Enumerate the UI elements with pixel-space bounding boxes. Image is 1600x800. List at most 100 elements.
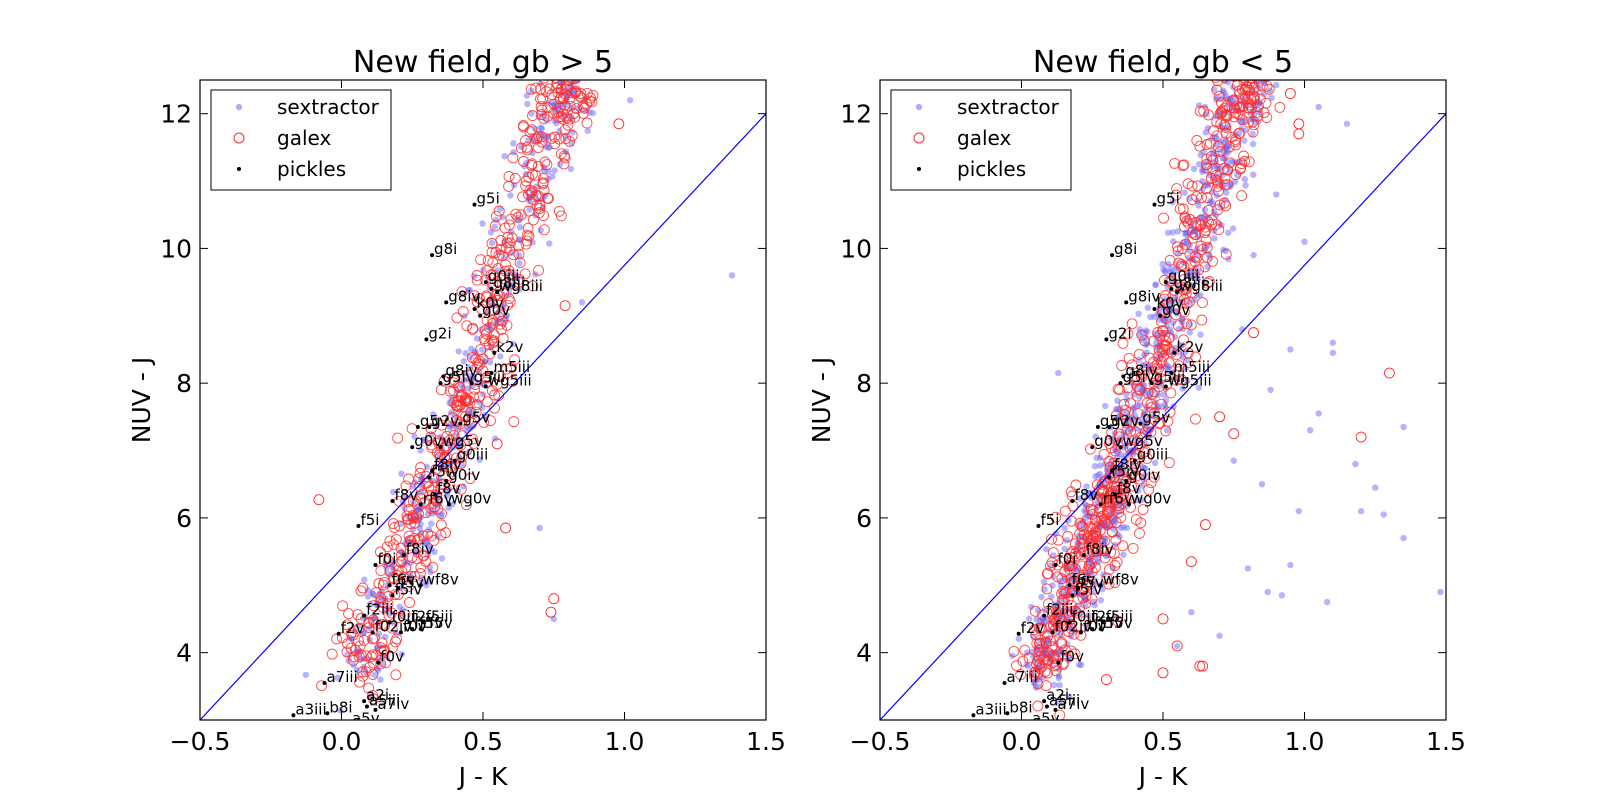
left-pickles-label: wg5v [443, 432, 483, 450]
right-galex-point [1032, 700, 1044, 712]
right-pickles-point [1002, 680, 1007, 685]
right-galex-point [1047, 547, 1059, 559]
right-galex-point [1185, 556, 1197, 568]
right-sextractor-point [1186, 242, 1193, 249]
right-galex-point [1125, 480, 1137, 492]
right-sextractor-point [1160, 391, 1167, 398]
right-pickles-label: a5v [1032, 710, 1060, 728]
right-galex-point [1201, 139, 1213, 150]
left-sextractor-point [458, 461, 466, 469]
left-galex-point [461, 320, 473, 332]
right-sextractor-point [1091, 463, 1099, 470]
right-galex-point [1136, 368, 1148, 380]
right-galex-point [1123, 352, 1135, 364]
left-pickles-label: k2v [496, 338, 523, 356]
right-diagonal-line [880, 113, 1446, 720]
right-sextractor-point [1268, 94, 1275, 102]
left-galex-point [487, 304, 499, 316]
left-sextractor-point [430, 411, 437, 418]
left-galex-point [336, 632, 348, 644]
right-sextractor-point [1056, 681, 1063, 689]
right-sextractor-point [1163, 322, 1171, 330]
right-galex-point [1187, 232, 1199, 244]
right-sextractor-point [1272, 81, 1280, 89]
right-pickles-label: rf6v [1103, 489, 1133, 507]
right-sextractor-point [1179, 325, 1187, 332]
right-pickles-label: f6v [1072, 570, 1096, 588]
right-galex-point [1134, 527, 1145, 539]
left-galex-point [558, 158, 570, 170]
left-pickles-label: a3iii [295, 700, 326, 718]
left-pickles-label: g8i [434, 240, 457, 258]
left-galex-point [531, 199, 543, 211]
left-pickles-label: f2v [341, 619, 365, 637]
right-sextractor-point [1050, 681, 1058, 689]
left-galex-point [341, 619, 353, 631]
right-galex-point [1191, 135, 1203, 146]
left-sextractor-point [438, 555, 446, 562]
right-galex-point [1032, 655, 1044, 667]
right-galex-point [1228, 428, 1240, 440]
right-galex-point [1258, 107, 1270, 119]
right-galex-point [1116, 360, 1128, 371]
left-galex-point [375, 658, 387, 670]
right-pickles-point [1050, 630, 1055, 635]
left-galex-point [386, 607, 398, 619]
right-legend: sextractor galex pickles [890, 89, 1072, 191]
right-galex-point [1085, 503, 1097, 515]
right-galex-point [1196, 314, 1208, 326]
left-galex-point [468, 437, 480, 449]
right-pickles-point [1152, 307, 1157, 312]
left-galex-point [537, 172, 549, 184]
left-sextractor-point [539, 131, 546, 139]
left-x-tick-label: −0.5 [170, 727, 231, 756]
right-galex-point [1052, 571, 1064, 583]
right-pickles-label: k0v [1157, 294, 1184, 312]
right-galex-point [1201, 242, 1213, 253]
left-galex-point [526, 124, 538, 136]
left-galex-point [447, 412, 459, 423]
right-galex-point [1058, 594, 1070, 606]
left-sextractor-point [516, 260, 523, 267]
right-galex-point [1195, 220, 1207, 232]
left-galex-point [461, 444, 473, 456]
right-galex-point [1220, 248, 1232, 260]
left-galex-point [383, 609, 395, 621]
right-galex-point [1203, 276, 1215, 287]
left-galex-point [438, 478, 449, 490]
right-sextractor-point [1221, 181, 1229, 188]
left-galex-point [523, 171, 535, 183]
left-galex-point [507, 249, 519, 261]
left-galex-point [525, 83, 537, 95]
right-sextractor-point [1244, 565, 1252, 572]
right-sextractor-point [1250, 251, 1257, 259]
right-galex-point [1059, 505, 1071, 517]
right-pickles-label: wg5iii [1168, 372, 1212, 390]
left-galex-point [453, 437, 465, 448]
right-galex-point [1152, 363, 1164, 375]
left-pickles-layer: g5ig8ig0iiig8iiiwg8iiig8ivk0vg0vg2ik2vg8… [291, 190, 543, 720]
right-galex-point [1235, 162, 1247, 174]
right-pickles-label: f5v [1080, 574, 1104, 592]
left-pickles-point [458, 421, 463, 426]
right-sextractor-point [1194, 275, 1202, 283]
right-galex-point [1087, 505, 1099, 517]
right-galex-point [1232, 108, 1244, 120]
right-galex-point [1236, 114, 1248, 126]
left-galex-point [515, 209, 527, 221]
left-galex-point [557, 113, 569, 125]
left-galex-point [504, 296, 516, 308]
left-sextractor-point [497, 353, 504, 360]
left-galex-point [400, 480, 412, 492]
right-galex-point [1262, 80, 1271, 82]
left-pickles-point [322, 680, 327, 685]
right-galex-point [1050, 665, 1062, 677]
left-pickles-point [472, 307, 477, 312]
left-pickles-point [401, 552, 406, 557]
right-galex-layer [1008, 80, 1395, 720]
right-galex-point [1177, 284, 1189, 296]
right-galex-point [1060, 587, 1072, 598]
right-galex-point [1170, 189, 1182, 201]
right-galex-point [1076, 520, 1088, 532]
left-y-tick-label: 4 [176, 639, 192, 668]
